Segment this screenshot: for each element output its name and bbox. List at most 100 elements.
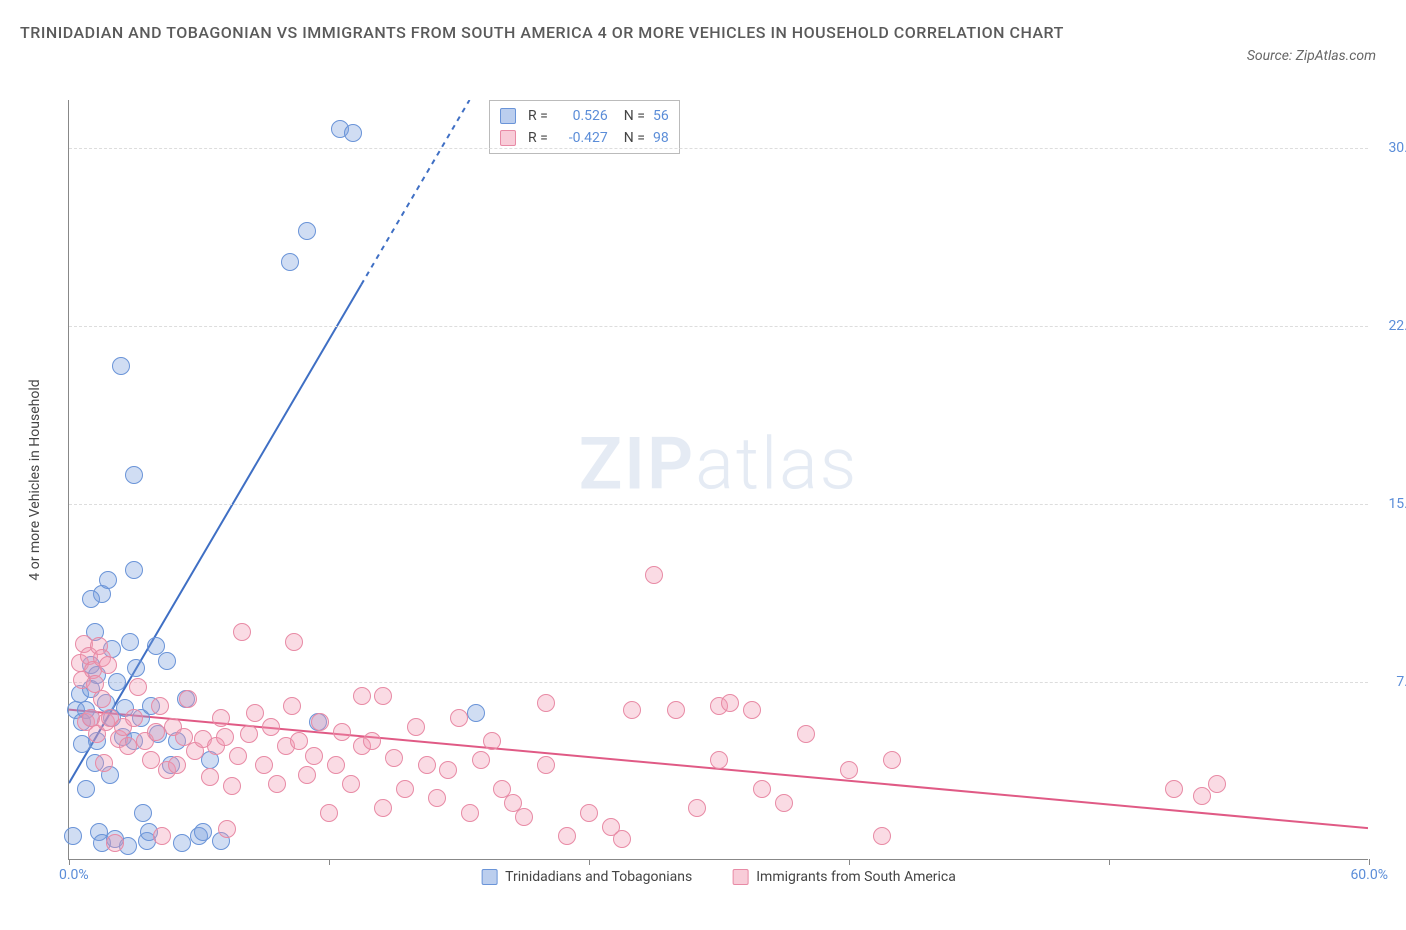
scatter-point-blue — [344, 124, 362, 142]
swatch-blue-icon — [481, 869, 497, 885]
scatter-point-blue — [64, 827, 82, 845]
scatter-point-pink — [106, 834, 124, 852]
scatter-point-blue — [125, 466, 143, 484]
x-tick — [69, 859, 70, 865]
scatter-point-pink — [667, 701, 685, 719]
scatter-point-pink — [262, 718, 280, 736]
scatter-point-pink — [311, 713, 329, 731]
scatter-point-pink — [1208, 775, 1226, 793]
scatter-point-pink — [396, 780, 414, 798]
scatter-point-pink — [450, 709, 468, 727]
y-tick-label: 15.0% — [1374, 496, 1406, 512]
plot-area: ZIPatlas R = 0.526 N = 56 R = -0.427 N =… — [68, 100, 1368, 860]
scatter-point-pink — [753, 780, 771, 798]
scatter-point-pink — [688, 799, 706, 817]
scatter-point-pink — [721, 694, 739, 712]
scatter-point-pink — [645, 566, 663, 584]
swatch-pink-icon — [732, 869, 748, 885]
scatter-point-blue — [77, 780, 95, 798]
scatter-point-pink — [428, 789, 446, 807]
scatter-point-blue — [173, 834, 191, 852]
scatter-point-blue — [112, 357, 130, 375]
scatter-point-blue — [194, 823, 212, 841]
scatter-point-pink — [883, 751, 901, 769]
scatter-point-pink — [840, 761, 858, 779]
scatter-point-pink — [99, 656, 117, 674]
scatter-point-pink — [537, 756, 555, 774]
gridline — [69, 148, 1368, 149]
scatter-point-blue — [121, 633, 139, 651]
x-axis-min-label: 0.0% — [59, 867, 89, 883]
scatter-point-pink — [285, 633, 303, 651]
scatter-point-blue — [125, 561, 143, 579]
scatter-point-pink — [218, 820, 236, 838]
scatter-point-pink — [129, 678, 147, 696]
source-label: Source: ZipAtlas.com — [1247, 48, 1376, 64]
scatter-point-pink — [290, 732, 308, 750]
gridline — [69, 682, 1368, 683]
stats-legend: R = 0.526 N = 56 R = -0.427 N = 98 — [489, 100, 680, 154]
scatter-point-pink — [125, 709, 143, 727]
scatter-point-pink — [268, 775, 286, 793]
swatch-pink-icon — [500, 130, 516, 146]
x-tick — [1369, 859, 1370, 865]
scatter-point-pink — [797, 725, 815, 743]
scatter-point-pink — [95, 754, 113, 772]
scatter-point-pink — [623, 701, 641, 719]
scatter-point-blue — [298, 222, 316, 240]
scatter-point-pink — [537, 694, 555, 712]
scatter-point-blue — [99, 571, 117, 589]
scatter-point-pink — [216, 728, 234, 746]
scatter-point-pink — [775, 794, 793, 812]
scatter-point-blue — [281, 253, 299, 271]
scatter-point-pink — [385, 749, 403, 767]
scatter-point-blue — [82, 590, 100, 608]
scatter-point-pink — [229, 747, 247, 765]
scatter-point-pink — [153, 827, 171, 845]
trend-lines — [69, 100, 1368, 859]
scatter-point-pink — [327, 756, 345, 774]
x-axis-max-label: 60.0% — [1350, 867, 1388, 883]
scatter-point-pink — [515, 808, 533, 826]
y-tick-label: 30.0% — [1374, 140, 1406, 156]
scatter-point-blue — [108, 673, 126, 691]
scatter-point-blue — [467, 704, 485, 722]
stats-row-pink: R = -0.427 N = 98 — [500, 127, 669, 149]
scatter-point-pink — [439, 761, 457, 779]
scatter-point-pink — [333, 723, 351, 741]
scatter-point-pink — [407, 718, 425, 736]
scatter-point-pink — [710, 751, 728, 769]
correlation-chart: TRINIDADIAN AND TOBAGONIAN VS IMMIGRANTS… — [20, 20, 1386, 910]
y-axis-label: 4 or more Vehicles in Household — [27, 379, 43, 580]
scatter-point-blue — [134, 804, 152, 822]
scatter-point-pink — [613, 830, 631, 848]
scatter-point-pink — [580, 804, 598, 822]
scatter-point-pink — [151, 697, 169, 715]
scatter-point-pink — [283, 697, 301, 715]
scatter-point-pink — [240, 725, 258, 743]
swatch-blue-icon — [500, 108, 516, 124]
scatter-point-pink — [374, 687, 392, 705]
legend-item-blue: Trinidadians and Tobagonians — [481, 869, 692, 885]
stats-row-blue: R = 0.526 N = 56 — [500, 105, 669, 127]
scatter-point-pink — [147, 723, 165, 741]
scatter-point-pink — [873, 827, 891, 845]
scatter-point-pink — [483, 732, 501, 750]
scatter-point-pink — [233, 623, 251, 641]
scatter-point-pink — [305, 747, 323, 765]
scatter-point-pink — [168, 756, 186, 774]
scatter-point-pink — [93, 690, 111, 708]
scatter-point-pink — [342, 775, 360, 793]
scatter-point-blue — [127, 659, 145, 677]
series-legend: Trinidadians and Tobagonians Immigrants … — [481, 869, 956, 885]
scatter-point-pink — [374, 799, 392, 817]
scatter-point-pink — [223, 777, 241, 795]
scatter-point-pink — [472, 751, 490, 769]
scatter-point-pink — [298, 766, 316, 784]
scatter-point-pink — [201, 768, 219, 786]
x-tick — [849, 859, 850, 865]
scatter-point-pink — [246, 704, 264, 722]
scatter-point-pink — [461, 804, 479, 822]
x-tick — [329, 859, 330, 865]
x-tick — [589, 859, 590, 865]
